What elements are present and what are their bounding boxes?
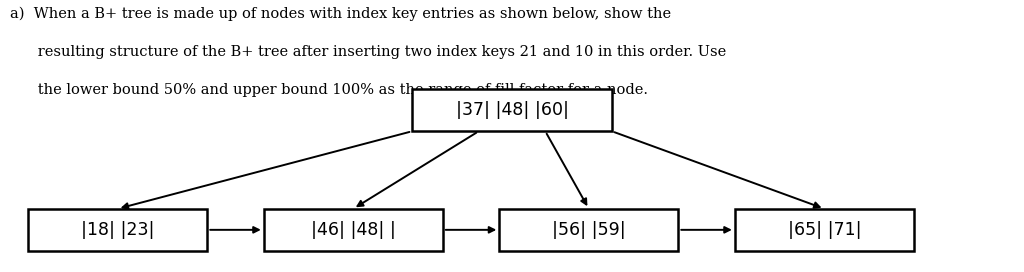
Bar	[412, 89, 611, 131]
Bar	[263, 209, 442, 251]
Bar	[735, 209, 914, 251]
Text: the lower bound 50% and upper bound 100% as the range of fill factor for a node.: the lower bound 50% and upper bound 100%…	[10, 83, 648, 97]
Text: |18| |23|: |18| |23|	[81, 221, 155, 239]
Text: resulting structure of the B+ tree after inserting two index keys 21 and 10 in t: resulting structure of the B+ tree after…	[10, 45, 726, 59]
Bar	[29, 209, 207, 251]
Text: |37| |48| |60|: |37| |48| |60|	[456, 101, 568, 119]
Text: |65| |71|: |65| |71|	[787, 221, 861, 239]
Text: |46| |48| |: |46| |48| |	[311, 221, 395, 239]
Bar	[499, 209, 678, 251]
Text: a)  When a B+ tree is made up of nodes with index key entries as shown below, sh: a) When a B+ tree is made up of nodes wi…	[10, 7, 672, 21]
Text: |56| |59|: |56| |59|	[552, 221, 626, 239]
